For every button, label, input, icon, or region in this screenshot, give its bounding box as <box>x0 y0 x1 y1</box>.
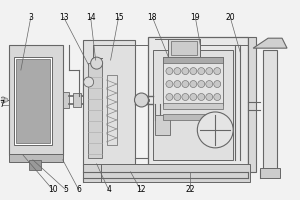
Bar <box>73 93 81 107</box>
Circle shape <box>182 81 189 88</box>
Circle shape <box>174 68 181 75</box>
Bar <box>148 37 248 172</box>
Polygon shape <box>253 38 287 48</box>
Bar <box>106 75 117 145</box>
Circle shape <box>214 94 221 100</box>
Circle shape <box>190 68 197 75</box>
Circle shape <box>214 81 221 88</box>
Bar <box>263 50 277 170</box>
Bar <box>14 57 52 145</box>
Text: 10: 10 <box>48 185 58 194</box>
Text: 18: 18 <box>148 13 157 22</box>
Circle shape <box>182 94 189 100</box>
Circle shape <box>134 93 148 107</box>
Circle shape <box>190 94 197 100</box>
Circle shape <box>91 57 103 69</box>
Text: 22: 22 <box>186 185 195 194</box>
Circle shape <box>84 77 94 87</box>
Text: 13: 13 <box>59 13 68 22</box>
Circle shape <box>197 112 233 148</box>
Circle shape <box>174 94 181 100</box>
Circle shape <box>198 68 205 75</box>
Bar <box>153 50 233 160</box>
Circle shape <box>206 94 213 100</box>
Circle shape <box>206 81 213 88</box>
Circle shape <box>214 68 221 75</box>
Text: 6: 6 <box>76 185 81 194</box>
Circle shape <box>166 81 173 88</box>
Bar <box>164 57 223 105</box>
Circle shape <box>206 68 213 75</box>
Text: 15: 15 <box>114 13 123 22</box>
Circle shape <box>198 81 205 88</box>
Circle shape <box>0 97 6 103</box>
Circle shape <box>174 81 181 88</box>
Circle shape <box>190 81 197 88</box>
Bar <box>260 168 280 178</box>
Circle shape <box>4 98 8 102</box>
Bar <box>9 154 63 162</box>
Bar <box>63 92 69 108</box>
Bar <box>88 63 102 158</box>
Text: 14: 14 <box>86 13 95 22</box>
Text: 19: 19 <box>190 13 200 22</box>
Circle shape <box>198 94 205 100</box>
Bar <box>248 37 256 172</box>
Text: 4: 4 <box>106 185 111 194</box>
Text: 5: 5 <box>63 185 68 194</box>
Bar <box>9 45 63 155</box>
Bar <box>155 115 170 135</box>
Text: 7: 7 <box>0 100 4 109</box>
Circle shape <box>166 68 173 75</box>
Bar <box>168 39 200 57</box>
Bar <box>83 40 134 165</box>
Bar <box>164 114 223 120</box>
Bar <box>164 57 223 63</box>
Bar <box>164 103 223 109</box>
Bar <box>29 160 41 170</box>
Text: 12: 12 <box>136 185 145 194</box>
Bar <box>83 164 250 182</box>
Circle shape <box>166 94 173 100</box>
Bar <box>16 59 50 143</box>
Circle shape <box>182 68 189 75</box>
Text: 3: 3 <box>28 13 33 22</box>
Text: 20: 20 <box>225 13 235 22</box>
Bar <box>171 41 197 55</box>
